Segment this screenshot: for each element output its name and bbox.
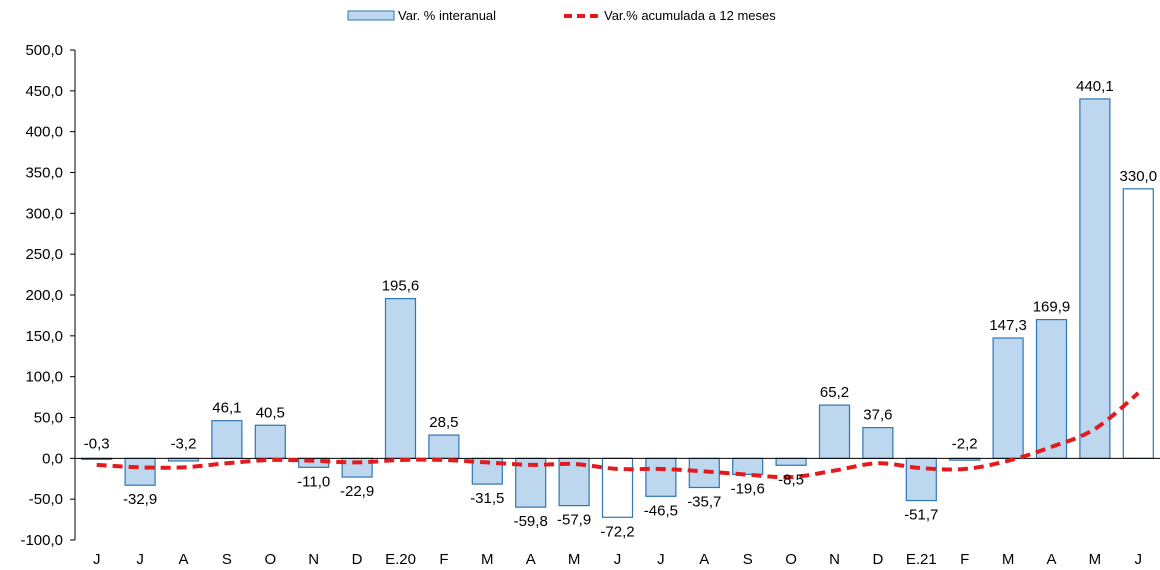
- bar: [1035, 318, 1068, 459]
- x-tick-label: S: [743, 551, 753, 568]
- x-tick-label: M: [568, 551, 581, 568]
- data-label: 40,5: [256, 404, 285, 421]
- x-tick-label: D: [872, 551, 883, 568]
- x-tick-label: J: [93, 551, 101, 568]
- x-tick-label: E.20: [385, 551, 416, 568]
- data-label: -57,9: [557, 512, 591, 529]
- bar: [905, 457, 937, 502]
- x-tick-label: S: [222, 551, 232, 568]
- legend-bar-swatch: [347, 10, 395, 21]
- bar: [775, 457, 807, 466]
- data-label: 169,9: [1033, 299, 1071, 316]
- y-axis: 500,0 450,0 400,0 350,0 300,0 250,0 200,0 150,0…: [20, 42, 76, 549]
- data-label: -3,2: [171, 435, 197, 452]
- x-tick-label: M: [1002, 551, 1015, 568]
- x-tick-label: N: [308, 551, 319, 568]
- x-tick-label: A: [699, 551, 709, 568]
- bar: [645, 457, 677, 497]
- x-tick-label: A: [1046, 551, 1056, 568]
- x-tick-label: E.21: [906, 551, 937, 568]
- x-axis: J J A S O N D E.20 F M A M J J A S O N D E.21 F M A M J: [93, 551, 1142, 568]
- data-label: -22,9: [340, 483, 374, 500]
- legend-bar-label: Var. % interanual: [398, 8, 496, 23]
- y-tick-label: 350,0: [25, 165, 63, 182]
- data-label: -35,7: [687, 493, 721, 510]
- bar: [124, 457, 156, 486]
- x-tick-label: O: [264, 551, 276, 568]
- bar: [254, 424, 286, 459]
- x-tick-label: M: [481, 551, 494, 568]
- data-label: -11,0: [297, 473, 330, 490]
- data-label: -0,3: [84, 435, 110, 452]
- data-label: 195,6: [382, 278, 420, 295]
- y-tick-label: 200,0: [25, 287, 63, 304]
- legend: Var. % interanual Var.% acumulada a 12 m…: [347, 8, 776, 23]
- bar: [1122, 188, 1154, 459]
- bar: [818, 404, 851, 459]
- y-tick-label: 50,0: [34, 410, 63, 427]
- data-label: -31,5: [470, 490, 504, 507]
- x-tick-label: O: [785, 551, 797, 568]
- x-tick-label: D: [352, 551, 363, 568]
- accumulated-line: [96, 391, 1140, 480]
- y-tick-label: 400,0: [25, 124, 63, 141]
- y-tick-label: 150,0: [25, 328, 63, 345]
- data-label: -32,9: [123, 491, 157, 508]
- x-tick-label: A: [526, 551, 536, 568]
- x-tick-label: J: [657, 551, 665, 568]
- x-tick-label: F: [439, 551, 448, 568]
- x-tick-label: A: [178, 551, 188, 568]
- data-label: -2,2: [952, 435, 978, 452]
- legend-line-label: Var.% acumulada a 12 meses: [604, 8, 776, 23]
- y-tick-label: 450,0: [25, 83, 63, 100]
- bar: [211, 420, 243, 459]
- bar: [1079, 98, 1111, 459]
- y-tick-label: 100,0: [25, 369, 63, 386]
- data-labels: -0,3 -32,9 -3,2 46,1 40,5 -11,0 -22,9 195,6 28,5…: [84, 78, 1157, 540]
- x-tick-label: N: [829, 551, 840, 568]
- y-tick-label: 300,0: [25, 205, 63, 222]
- x-tick-label: J: [136, 551, 144, 568]
- data-label: 330,0: [1120, 168, 1158, 185]
- data-label: -46,5: [644, 502, 678, 519]
- x-tick-label: J: [1135, 551, 1143, 568]
- series-line: [96, 391, 1140, 480]
- x-tick-label: F: [960, 551, 969, 568]
- bar: [992, 337, 1024, 459]
- bars: [81, 98, 1154, 518]
- y-tick-label: -100,0: [20, 532, 63, 549]
- x-tick-label: J: [614, 551, 622, 568]
- data-label: -72,2: [600, 523, 634, 540]
- bar: [384, 297, 417, 459]
- data-label: 65,2: [820, 384, 849, 401]
- x-tick-label: M: [1089, 551, 1102, 568]
- data-label: -19,6: [731, 480, 765, 497]
- y-tick-label: 500,0: [25, 42, 63, 59]
- data-label: -8,5: [778, 471, 804, 488]
- y-tick-label: 250,0: [25, 246, 63, 263]
- data-label: -59,8: [514, 513, 548, 530]
- data-label: 37,6: [863, 407, 892, 424]
- y-tick-label: -50,0: [29, 491, 63, 508]
- bar: [862, 427, 894, 459]
- data-label: 28,5: [429, 414, 458, 431]
- data-label: 440,1: [1076, 78, 1114, 95]
- data-label: 147,3: [989, 317, 1027, 334]
- data-label: 46,1: [212, 400, 241, 417]
- y-tick-label: 0,0: [42, 450, 63, 467]
- bar: [428, 434, 460, 459]
- data-label: -51,7: [904, 507, 938, 524]
